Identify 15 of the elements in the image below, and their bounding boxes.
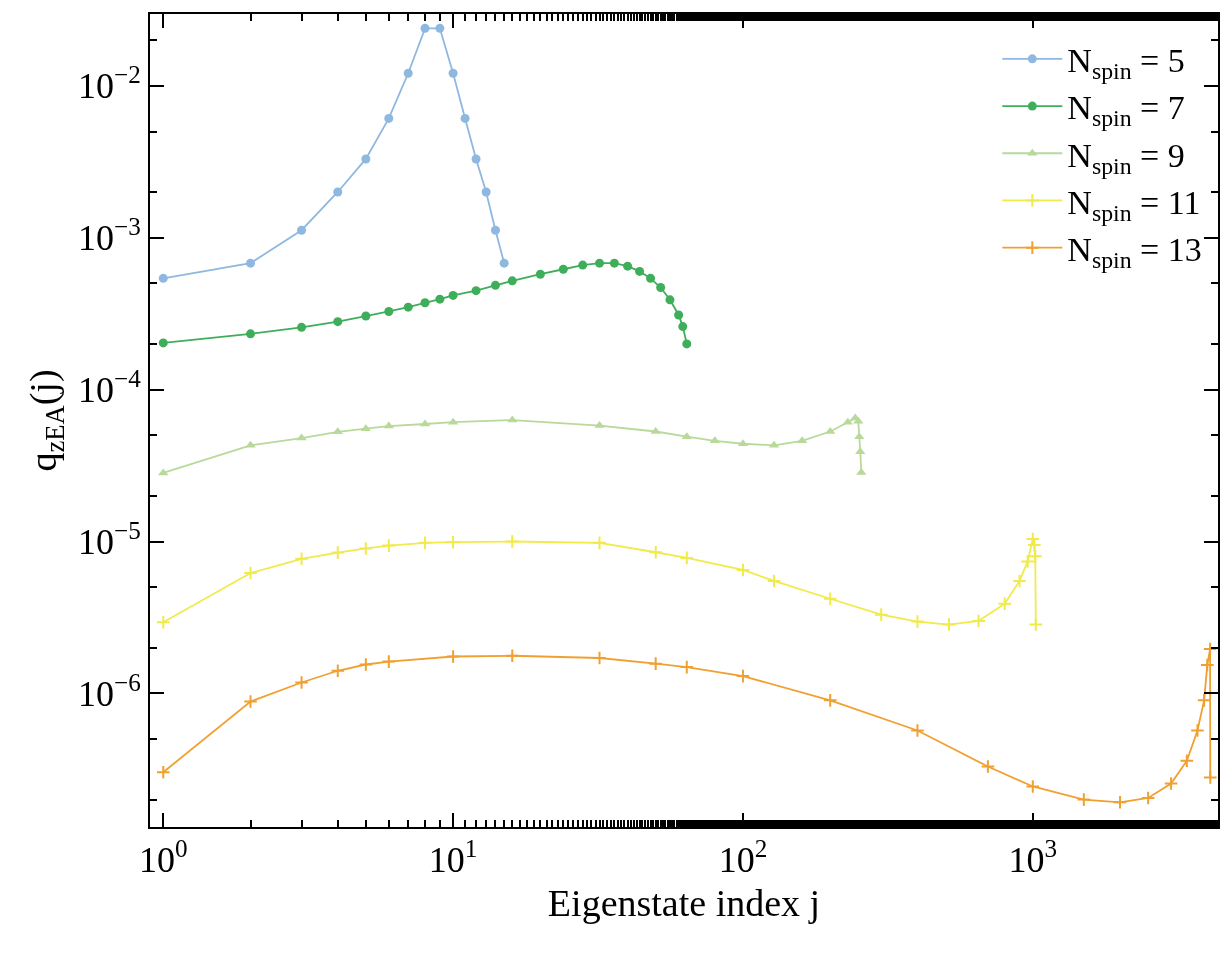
legend-label: N$_{spin}$ = 13 xyxy=(1067,230,1202,274)
y-tick-label: 10$^{−3}$ xyxy=(77,213,141,259)
x-tick-label: 10$^{0}$ xyxy=(138,835,188,881)
x-tick-label: 10$^{1}$ xyxy=(428,835,478,881)
y-tick-label: 10$^{−5}$ xyxy=(77,516,141,563)
legend-label: N$_{spin}$ = 11 xyxy=(1067,183,1201,226)
x-tick-label: 10$^{3}$ xyxy=(1008,835,1058,881)
x-tick-label: 10$^{2}$ xyxy=(718,835,768,881)
y-tick-label: 10$^{−6}$ xyxy=(77,668,141,715)
x-axis-title: Eigenstate index j xyxy=(547,881,821,924)
legend-label: N$_{spin}$ = 7 xyxy=(1067,89,1185,132)
y-tick-label: 10$^{−4}$ xyxy=(77,365,142,411)
y-tick-label: 10$^{−2}$ xyxy=(77,61,141,107)
legend-label: N$_{spin}$ = 5 xyxy=(1067,42,1185,85)
legend-label: N$_{spin}$ = 9 xyxy=(1067,136,1185,179)
